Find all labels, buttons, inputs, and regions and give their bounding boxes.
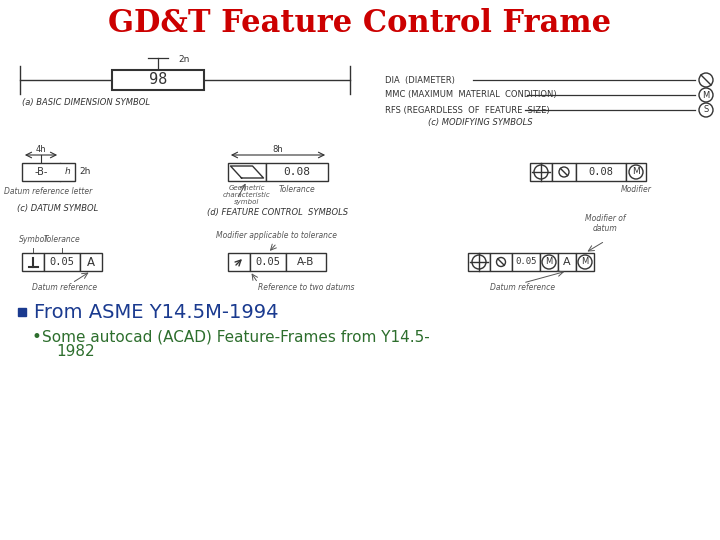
Text: Modifier of
datum: Modifier of datum xyxy=(585,214,625,233)
Bar xyxy=(266,163,328,181)
Bar xyxy=(44,253,80,271)
Bar xyxy=(250,253,286,271)
Text: M: M xyxy=(581,258,589,267)
Text: M: M xyxy=(703,91,710,99)
Text: A-B: A-B xyxy=(297,257,315,267)
Bar xyxy=(112,70,204,90)
Text: 1982: 1982 xyxy=(56,345,94,360)
Text: Modifier: Modifier xyxy=(621,185,652,194)
Text: Datum reference: Datum reference xyxy=(490,282,556,292)
Text: MMC (MAXIMUM  MATERIAL  CONDITION): MMC (MAXIMUM MATERIAL CONDITION) xyxy=(385,91,557,99)
Bar xyxy=(576,253,594,271)
Text: 0.05: 0.05 xyxy=(50,257,74,267)
Text: •: • xyxy=(32,328,42,346)
Text: GD&T Feature Control Frame: GD&T Feature Control Frame xyxy=(109,9,611,39)
Text: Tolerance: Tolerance xyxy=(279,185,315,194)
Text: h: h xyxy=(65,167,71,177)
Text: 2n: 2n xyxy=(178,56,189,64)
Bar xyxy=(80,253,102,271)
Bar xyxy=(228,253,250,271)
Text: (c) MODIFYING SYMBOLS: (c) MODIFYING SYMBOLS xyxy=(428,118,532,126)
Text: 2h: 2h xyxy=(79,167,91,177)
Text: A: A xyxy=(563,257,571,267)
Text: 0.08: 0.08 xyxy=(284,167,310,177)
Text: 8h: 8h xyxy=(273,145,284,153)
Bar xyxy=(286,253,326,271)
Text: 0.05: 0.05 xyxy=(516,258,536,267)
Bar xyxy=(558,253,576,271)
Bar xyxy=(18,308,26,316)
Bar xyxy=(540,253,558,271)
Text: -B-: -B- xyxy=(35,167,48,177)
Bar xyxy=(490,253,512,271)
Text: Geometric
characteristic
symbol: Geometric characteristic symbol xyxy=(223,185,271,205)
Text: M: M xyxy=(545,258,553,267)
Text: From ASME Y14.5M-1994: From ASME Y14.5M-1994 xyxy=(34,302,279,321)
Text: Datum reference letter: Datum reference letter xyxy=(4,186,93,195)
Text: S: S xyxy=(703,105,708,114)
Text: Datum reference: Datum reference xyxy=(32,282,97,292)
Text: (a) BASIC DIMENSION SYMBOL: (a) BASIC DIMENSION SYMBOL xyxy=(22,98,150,106)
Text: Reference to two datums: Reference to two datums xyxy=(258,282,354,292)
Bar xyxy=(22,163,75,181)
Bar xyxy=(228,163,266,181)
Bar xyxy=(552,163,576,181)
Text: A: A xyxy=(87,255,95,268)
Bar xyxy=(576,163,626,181)
Bar xyxy=(468,253,490,271)
Text: (c) DATUM SYMBOL: (c) DATUM SYMBOL xyxy=(17,205,98,213)
Text: RFS (REGARDLESS  OF  FEATURE  SIZE): RFS (REGARDLESS OF FEATURE SIZE) xyxy=(385,105,549,114)
Text: DIA  (DIAMETER): DIA (DIAMETER) xyxy=(385,76,455,84)
Bar xyxy=(512,253,540,271)
Text: 0.08: 0.08 xyxy=(588,167,613,177)
Text: Modifier applicable to tolerance: Modifier applicable to tolerance xyxy=(217,231,338,240)
Bar xyxy=(626,163,646,181)
Bar xyxy=(530,163,552,181)
Bar xyxy=(22,253,44,271)
Text: 98: 98 xyxy=(149,72,167,87)
Text: 0.05: 0.05 xyxy=(256,257,281,267)
Text: Symbol: Symbol xyxy=(19,234,48,244)
Text: (d) FEATURE CONTROL  SYMBOLS: (d) FEATURE CONTROL SYMBOLS xyxy=(207,208,348,218)
Text: Tolerance: Tolerance xyxy=(44,234,81,244)
Text: M: M xyxy=(632,167,640,177)
Text: Some autocad (ACAD) Feature-Frames from Y14.5-: Some autocad (ACAD) Feature-Frames from … xyxy=(42,329,430,345)
Text: 4h: 4h xyxy=(36,145,46,153)
